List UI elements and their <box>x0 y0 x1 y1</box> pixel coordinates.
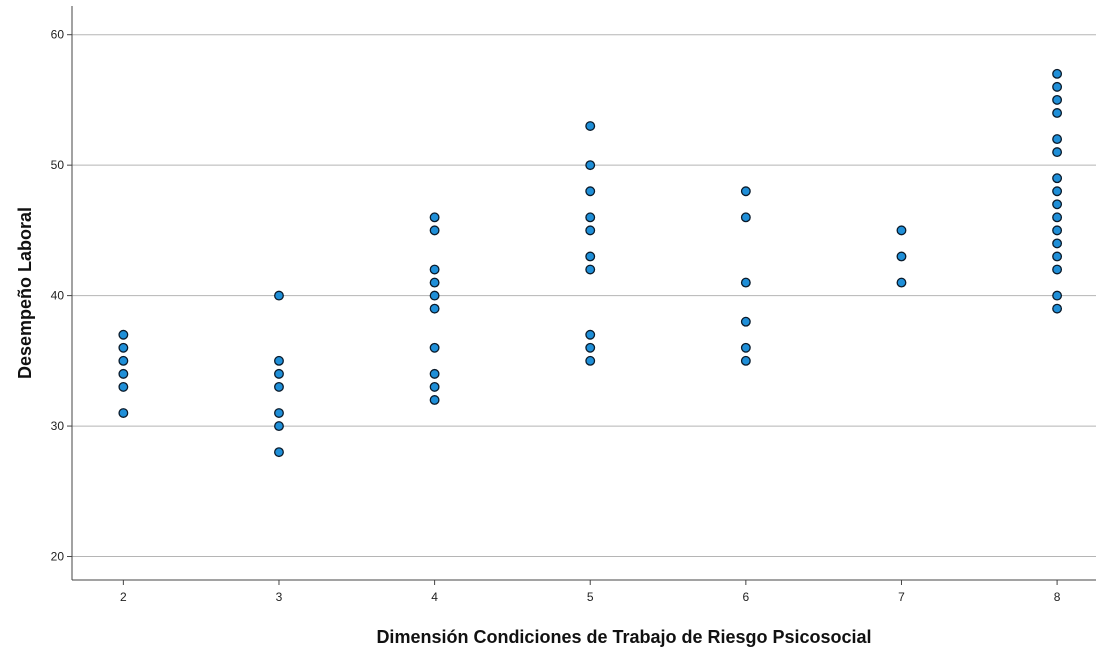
data-point <box>429 303 440 314</box>
data-point <box>585 121 596 131</box>
data-point <box>429 264 440 275</box>
data-point <box>429 290 440 301</box>
data-point <box>1052 303 1063 314</box>
x-tick-label: 2 <box>120 590 127 604</box>
data-point <box>118 355 129 366</box>
data-point <box>585 160 596 171</box>
x-tick-labels: 2 3 4 5 6 7 8 <box>120 580 1061 604</box>
data-points <box>118 68 1063 458</box>
data-point <box>429 212 440 223</box>
data-point <box>118 381 129 392</box>
data-point <box>585 212 596 223</box>
y-tick-label: 50 <box>51 158 65 172</box>
y-axis-title: Desempeño Laboral <box>15 207 35 379</box>
data-point <box>740 342 751 353</box>
x-tick-label: 6 <box>743 590 750 604</box>
data-point <box>118 342 129 353</box>
data-point <box>740 355 751 366</box>
data-point <box>429 342 440 353</box>
y-tick-label: 20 <box>51 550 65 564</box>
y-tick-labels: 20 30 40 50 60 <box>51 28 72 564</box>
data-point <box>274 290 284 301</box>
x-tick-label: 5 <box>587 590 594 604</box>
data-point <box>274 421 284 432</box>
gridlines <box>72 34 1096 558</box>
data-point <box>740 186 751 197</box>
data-point <box>1052 225 1063 236</box>
data-point <box>1052 108 1063 118</box>
data-point <box>585 264 596 275</box>
data-point <box>118 368 129 379</box>
data-point <box>118 329 129 340</box>
data-point <box>1052 68 1063 79</box>
y-tick-label: 30 <box>51 419 65 433</box>
y-tick-label: 60 <box>51 28 65 42</box>
data-point <box>429 225 440 236</box>
data-point <box>1052 186 1063 197</box>
data-point <box>1052 264 1063 275</box>
data-point <box>274 368 284 379</box>
data-point <box>585 186 596 197</box>
data-point <box>585 329 596 340</box>
data-point <box>896 251 907 262</box>
x-tick-label: 8 <box>1054 590 1061 604</box>
data-point <box>740 316 751 327</box>
data-point <box>1052 199 1063 210</box>
data-point <box>118 408 129 418</box>
data-point <box>1052 251 1063 262</box>
data-point <box>896 225 907 236</box>
data-point <box>429 395 440 405</box>
axes <box>71 6 1096 581</box>
data-point <box>1052 173 1063 184</box>
data-point <box>585 225 596 236</box>
data-point <box>1052 81 1063 92</box>
data-point <box>585 251 596 262</box>
data-point <box>1052 212 1063 223</box>
data-point <box>1052 290 1063 301</box>
x-tick-label: 4 <box>431 590 438 604</box>
data-point <box>1052 147 1063 158</box>
data-point <box>1052 94 1063 105</box>
data-point <box>274 381 284 392</box>
data-point <box>585 342 596 353</box>
x-tick-label: 7 <box>898 590 905 604</box>
data-point <box>429 368 440 379</box>
data-point <box>429 277 440 288</box>
data-point <box>429 381 440 392</box>
data-point <box>274 408 284 418</box>
data-point <box>1052 134 1063 145</box>
data-point <box>740 277 751 288</box>
data-point <box>274 355 284 366</box>
data-point <box>896 277 907 288</box>
data-point <box>274 447 284 458</box>
y-tick-label: 40 <box>51 289 65 303</box>
data-point <box>585 355 596 366</box>
x-axis-title: Dimensión Condiciones de Trabajo de Ries… <box>376 627 871 647</box>
data-point <box>1052 238 1063 249</box>
x-tick-label: 3 <box>276 590 283 604</box>
data-point <box>740 212 751 223</box>
